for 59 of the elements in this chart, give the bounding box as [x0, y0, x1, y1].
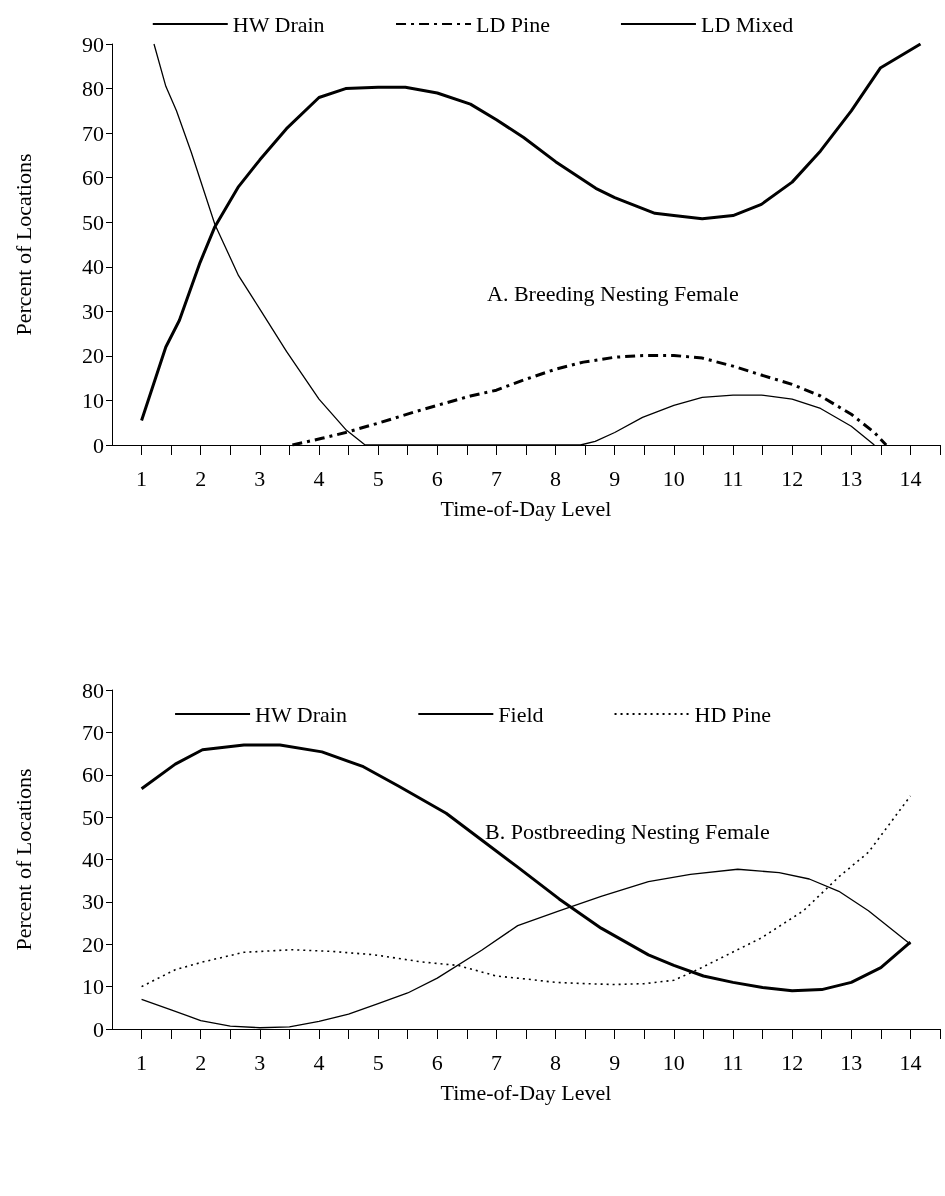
- legend-label: Field: [498, 701, 544, 727]
- legend-label: HW Drain: [255, 701, 347, 727]
- x-tick-label: 9: [609, 465, 621, 491]
- y-tick-label: 60: [82, 762, 104, 788]
- legend-label: HD Pine: [694, 701, 771, 727]
- y-tick-label: 60: [82, 165, 104, 191]
- x-tick-label: 2: [195, 1049, 207, 1075]
- y-tick-label: 30: [82, 889, 104, 915]
- x-tick-label: 7: [490, 465, 502, 491]
- x-tick-label: 11: [722, 465, 744, 491]
- x-tick-label: 13: [840, 1049, 863, 1075]
- y-axis-title: Percent of Locations: [10, 153, 36, 336]
- x-tick-label: 3: [254, 1049, 266, 1075]
- annotation: B. Postbreeding Nesting Female: [485, 818, 770, 844]
- annotation: A. Breeding Nesting Female: [487, 280, 739, 306]
- y-tick-label: 40: [82, 254, 104, 280]
- legend-label: HW Drain: [232, 11, 325, 37]
- y-tick-label: 80: [82, 677, 104, 703]
- y-tick-label: 10: [82, 974, 104, 1000]
- x-tick-label: 1: [136, 1049, 148, 1075]
- x-tick-label: 11: [722, 1049, 744, 1075]
- x-tick-label: 8: [550, 1049, 562, 1075]
- y-tick-label: 90: [82, 31, 104, 57]
- y-axis-title: Percent of Locations: [10, 768, 36, 951]
- y-tick-label: 70: [82, 120, 104, 146]
- x-tick-label: 8: [550, 465, 562, 491]
- x-axis-title: Time-of-Day Level: [440, 1079, 612, 1105]
- x-tick-label: 2: [195, 465, 207, 491]
- x-tick-label: 7: [490, 1049, 502, 1075]
- legend-label: LD Pine: [476, 11, 550, 37]
- x-tick-label: 14: [899, 465, 922, 491]
- x-tick-label: 5: [372, 465, 384, 491]
- x-tick-label: 5: [372, 1049, 384, 1075]
- y-tick-label: 20: [82, 931, 104, 957]
- y-tick-label: 50: [82, 209, 104, 235]
- x-tick-label: 12: [781, 465, 804, 491]
- y-tick-label: 0: [93, 1016, 104, 1042]
- y-tick-label: 80: [82, 76, 104, 102]
- y-tick-label: 20: [82, 343, 104, 369]
- y-tick-label: 30: [82, 298, 104, 324]
- x-tick-label: 9: [609, 1049, 621, 1075]
- y-tick-label: 10: [82, 387, 104, 413]
- x-tick-label: 4: [313, 1049, 325, 1075]
- x-tick-label: 6: [431, 1049, 443, 1075]
- x-tick-label: 10: [662, 465, 685, 491]
- x-tick-label: 12: [781, 1049, 804, 1075]
- x-tick-label: 10: [662, 1049, 685, 1075]
- y-tick-label: 40: [82, 847, 104, 872]
- x-tick-label: 6: [431, 465, 443, 491]
- y-tick-label: 70: [82, 719, 104, 745]
- x-tick-label: 14: [899, 1049, 922, 1075]
- x-tick-label: 1: [136, 465, 148, 491]
- legend-label: LD Mixed: [700, 11, 794, 37]
- y-tick-label: 0: [93, 432, 104, 458]
- x-axis-title: Time-of-Day Level: [440, 495, 612, 521]
- x-tick-label: 3: [254, 465, 266, 491]
- x-tick-label: 13: [840, 465, 863, 491]
- y-tick-label: 50: [82, 804, 104, 830]
- x-tick-label: 4: [313, 465, 325, 491]
